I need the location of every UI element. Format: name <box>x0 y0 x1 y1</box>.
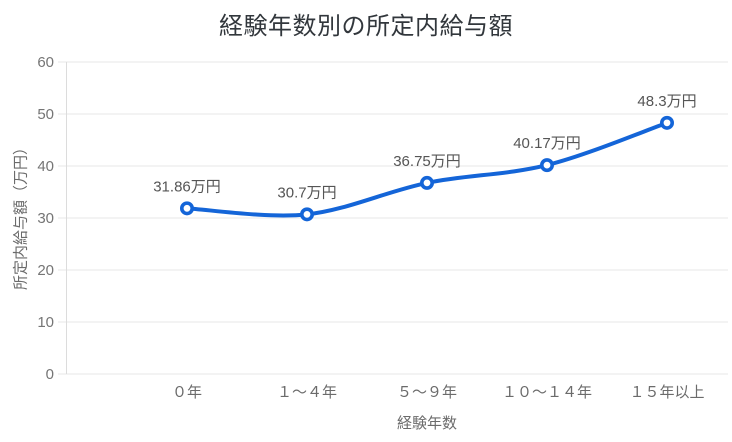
data-point-marker <box>659 115 674 130</box>
data-point-label: 31.86万円 <box>153 178 221 195</box>
data-point-marker <box>419 175 434 190</box>
y-tick-label: 40 <box>37 158 54 175</box>
x-category-label: １５年以上 <box>629 384 704 401</box>
chart-title: 経験年数別の所定内給与額 <box>219 13 513 40</box>
data-point-label: 36.75万円 <box>393 153 461 170</box>
x-axis-title: 経験年数 <box>396 415 458 432</box>
y-tick-label: 30 <box>37 210 54 227</box>
data-point-label: 48.3万円 <box>637 93 696 110</box>
y-tick-label: 0 <box>46 366 54 383</box>
data-point-marker <box>539 158 554 173</box>
y-tick-label: 60 <box>37 54 54 71</box>
x-category-label: ５〜９年 <box>397 384 457 401</box>
y-tick-label: 20 <box>37 262 54 279</box>
y-tick-label: 50 <box>37 106 54 123</box>
data-point-label: 30.7万円 <box>277 184 336 201</box>
x-category-label: １０〜１４年 <box>502 384 592 401</box>
data-point-marker <box>180 201 195 216</box>
y-tick-label: 10 <box>37 314 54 331</box>
data-point-label: 40.17万円 <box>513 135 581 152</box>
data-point-marker <box>299 207 314 222</box>
x-category-label: ０年 <box>172 384 202 401</box>
x-category-label: １〜４年 <box>277 384 337 401</box>
